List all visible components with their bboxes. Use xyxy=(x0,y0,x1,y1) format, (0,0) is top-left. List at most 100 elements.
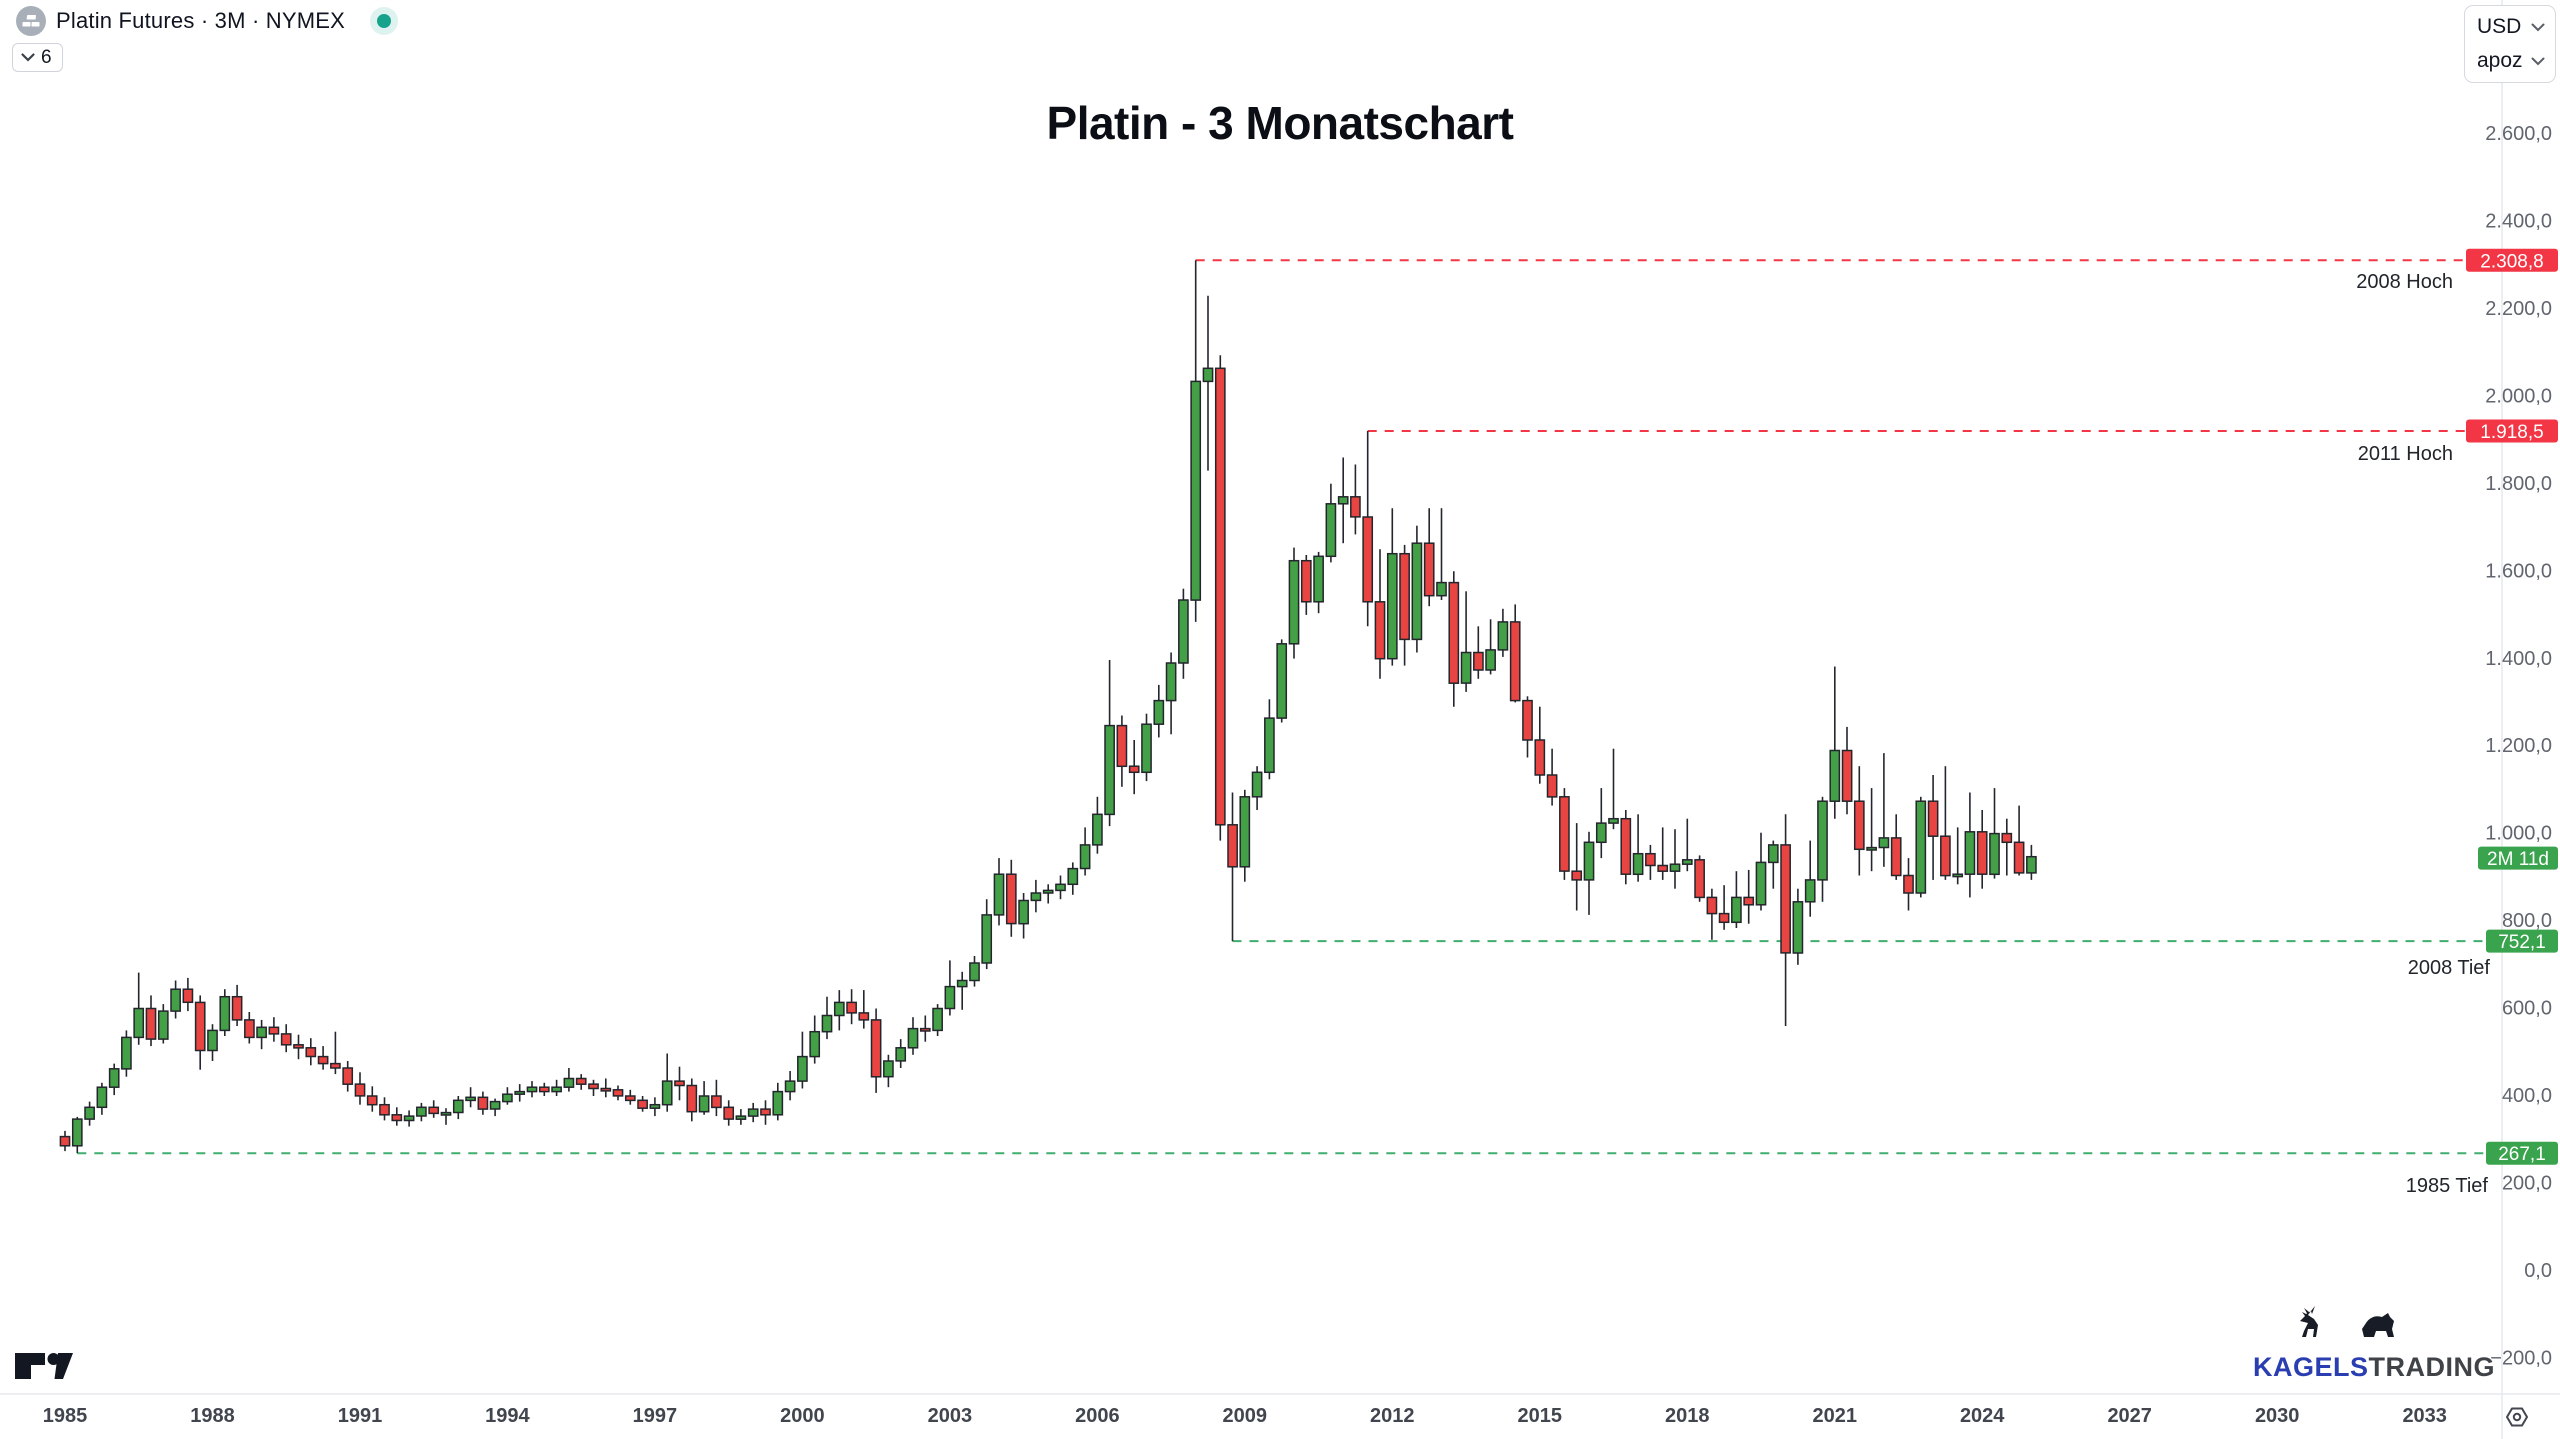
candle xyxy=(145,1007,157,1040)
candle xyxy=(993,873,1005,916)
candle xyxy=(1546,774,1558,798)
candle xyxy=(1878,837,1890,849)
candle xyxy=(1829,749,1841,802)
candle xyxy=(194,1001,206,1052)
candles[interactable] xyxy=(59,260,2037,1154)
market-status-dot[interactable] xyxy=(377,14,392,28)
candle xyxy=(600,1087,612,1092)
y-axis[interactable]: 2.600,0 2.400,0 2.200,0 2.000,0 1.800,0 1.600… xyxy=(2485,123,2552,1370)
candle xyxy=(1767,844,1779,864)
y-axis-label: 2.400,0 xyxy=(2485,211,2552,233)
chevron-down-icon xyxy=(21,53,35,62)
candle xyxy=(2026,855,2037,874)
candle xyxy=(1583,841,1595,881)
candle xyxy=(674,1080,685,1087)
chevron-down-icon xyxy=(2531,23,2545,31)
candle xyxy=(1251,771,1263,798)
candle xyxy=(1092,813,1103,846)
x-axis-label: 2018 xyxy=(1665,1405,1710,1427)
candle xyxy=(268,1026,280,1035)
candle xyxy=(932,1007,943,1032)
candle xyxy=(305,1047,317,1058)
candle xyxy=(84,1106,95,1120)
candle xyxy=(1940,835,1951,877)
y-axis-label: 1.000,0 xyxy=(2485,823,2552,845)
candle xyxy=(1817,800,1828,881)
candle xyxy=(907,1027,919,1049)
y-axis-label: 2.600,0 xyxy=(2485,123,2552,145)
candle xyxy=(1497,621,1509,651)
candle xyxy=(956,979,968,988)
price-badge: 267,1 xyxy=(2486,1141,2558,1165)
svg-text:752,1: 752,1 xyxy=(2498,932,2546,953)
candle xyxy=(1178,599,1189,664)
candle xyxy=(1915,800,1927,894)
candle xyxy=(1853,800,1865,851)
bull-bear-icon xyxy=(2300,1306,2394,1337)
candle xyxy=(735,1115,747,1120)
candle xyxy=(121,1036,132,1070)
candle xyxy=(1706,896,1718,915)
candle xyxy=(317,1055,329,1065)
candle xyxy=(526,1086,538,1093)
candle xyxy=(59,1135,71,1147)
axis-settings-icon[interactable] xyxy=(2504,1404,2530,1435)
candle xyxy=(96,1086,108,1109)
candle xyxy=(612,1089,624,1097)
candle xyxy=(883,1060,894,1078)
candle xyxy=(1657,864,1669,872)
unit-select[interactable]: apoz xyxy=(2465,44,2555,78)
candle xyxy=(575,1077,587,1085)
y-axis-label: 200,0 xyxy=(2502,1173,2552,1195)
x-axis[interactable]: 1985 1988 1991 1994 1997 2000 2003 2006 2009 2012… xyxy=(43,1405,2447,1427)
candle xyxy=(1042,889,1054,894)
candle xyxy=(477,1096,489,1110)
symbol-title[interactable]: Platin Futures · 3M · NYMEX xyxy=(56,8,346,33)
candle xyxy=(1325,503,1337,558)
candle xyxy=(1509,621,1521,702)
candle xyxy=(1313,555,1324,603)
candle xyxy=(1866,846,1877,851)
candle xyxy=(1030,892,1042,902)
chart-annotation: 2008 Hoch xyxy=(2356,271,2453,293)
candle xyxy=(489,1100,501,1110)
candle xyxy=(797,1055,808,1082)
candle xyxy=(1005,873,1017,925)
candle xyxy=(1141,723,1152,774)
candle xyxy=(588,1083,599,1090)
candle xyxy=(870,1019,882,1078)
candle xyxy=(219,995,231,1032)
svg-text:267,1: 267,1 xyxy=(2498,1144,2546,1165)
chart-annotation: 2011 Hoch xyxy=(2358,443,2453,465)
candle xyxy=(1669,863,1681,872)
candle xyxy=(772,1090,784,1116)
candle xyxy=(403,1115,415,1122)
x-axis-label: 2012 xyxy=(1370,1405,1415,1427)
candle xyxy=(133,1007,145,1039)
candle xyxy=(440,1111,452,1116)
candle xyxy=(1645,852,1656,867)
candle xyxy=(182,988,194,1004)
currency-select[interactable]: USD xyxy=(2465,10,2555,44)
chart-annotation: 1985 Tief xyxy=(2406,1175,2489,1197)
candle xyxy=(231,995,243,1021)
candle xyxy=(366,1095,378,1106)
svg-text:2.308,8: 2.308,8 xyxy=(2480,251,2543,272)
price-badges: 2.308,8 1.918,5 2M 11d 752,1 267,1 xyxy=(2466,248,2558,1165)
candle xyxy=(1595,822,1607,844)
candle xyxy=(1423,542,1435,597)
symbol-logo-icon xyxy=(16,6,46,36)
y-axis-label: 800,0 xyxy=(2502,910,2552,932)
candle xyxy=(1927,800,1939,837)
candle xyxy=(809,1030,821,1058)
kagelstrading-watermark: KAGELSTRADING xyxy=(2253,1303,2495,1383)
tradingview-logo[interactable] xyxy=(14,1351,74,1386)
candle xyxy=(1976,831,1988,875)
price-lines[interactable] xyxy=(77,259,2502,1155)
candle xyxy=(1214,367,1226,826)
candle xyxy=(1755,861,1767,906)
x-axis-label: 2021 xyxy=(1813,1405,1858,1427)
x-axis-label: 2003 xyxy=(928,1405,973,1427)
legend-toggle-button[interactable]: 6 xyxy=(12,43,63,72)
